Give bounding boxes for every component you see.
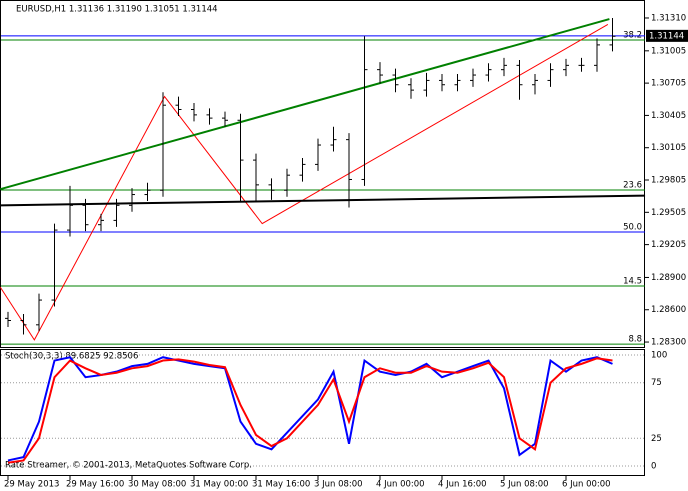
x-tick-label: 29 May 2013 (4, 480, 59, 490)
y-tick-label: 0 (651, 462, 656, 472)
y-tick-label: 1.29205 (651, 240, 686, 250)
x-tick-label: 4 Jun 16:00 (438, 480, 487, 490)
x-tick-label: 29 May 16:00 (66, 480, 124, 490)
chart-title: EURUSD,H1 1.31136 1.31190 1.31051 1.3114… (16, 5, 218, 15)
y-tick-label: 1.30405 (651, 111, 686, 121)
y-tick-label: 1.28300 (651, 338, 686, 348)
price-tag-label: 1.31144 (649, 31, 684, 41)
copyright: Rate Streamer, © 2001-2013, MetaQuotes S… (5, 461, 252, 471)
y-tick-label: 1.28900 (651, 273, 686, 283)
y-tick-label: 1.30705 (651, 79, 686, 89)
fib-label: 23.6 (623, 181, 642, 191)
indicator-title: Stoch(30,3,3) 89.6825 92.8506 (5, 352, 138, 362)
y-tick-label: 1.31005 (651, 46, 686, 56)
x-tick-label: 6 Jun 00:00 (562, 480, 611, 490)
y-tick-label: 1.31310 (651, 13, 686, 23)
trend-line (0, 24, 609, 341)
fib-label: 50.0 (623, 223, 642, 233)
fib-label: 8.8 (628, 335, 642, 345)
fib-label: 14.5 (623, 277, 642, 287)
trend-line (0, 18, 610, 191)
x-tick-label: 31 May 16:00 (252, 480, 310, 490)
price-tag (646, 29, 688, 42)
x-tick-label: 5 Jun 08:00 (500, 480, 549, 490)
stoch-line (7, 356, 613, 462)
x-tick-label: 4 Jun 00:00 (376, 480, 425, 490)
price-panel (0, 0, 645, 348)
y-tick-label: 1.29805 (651, 176, 686, 186)
y-tick-label: 75 (651, 378, 662, 388)
y-tick-label: 1.29505 (651, 208, 686, 218)
trend-line (0, 194, 646, 207)
y-tick-label: 1.30105 (651, 143, 686, 153)
y-tick-label: 100 (651, 350, 667, 360)
x-tick-label: 30 May 08:00 (128, 480, 186, 490)
y-tick-label: 1.28600 (651, 305, 686, 315)
stoch-line (7, 357, 613, 464)
x-tick-label: 3 Jun 08:00 (314, 480, 363, 490)
stoch-panel (0, 349, 645, 476)
y-tick-label: 25 (651, 434, 662, 444)
x-tick-label: 31 May 00:00 (190, 480, 248, 490)
